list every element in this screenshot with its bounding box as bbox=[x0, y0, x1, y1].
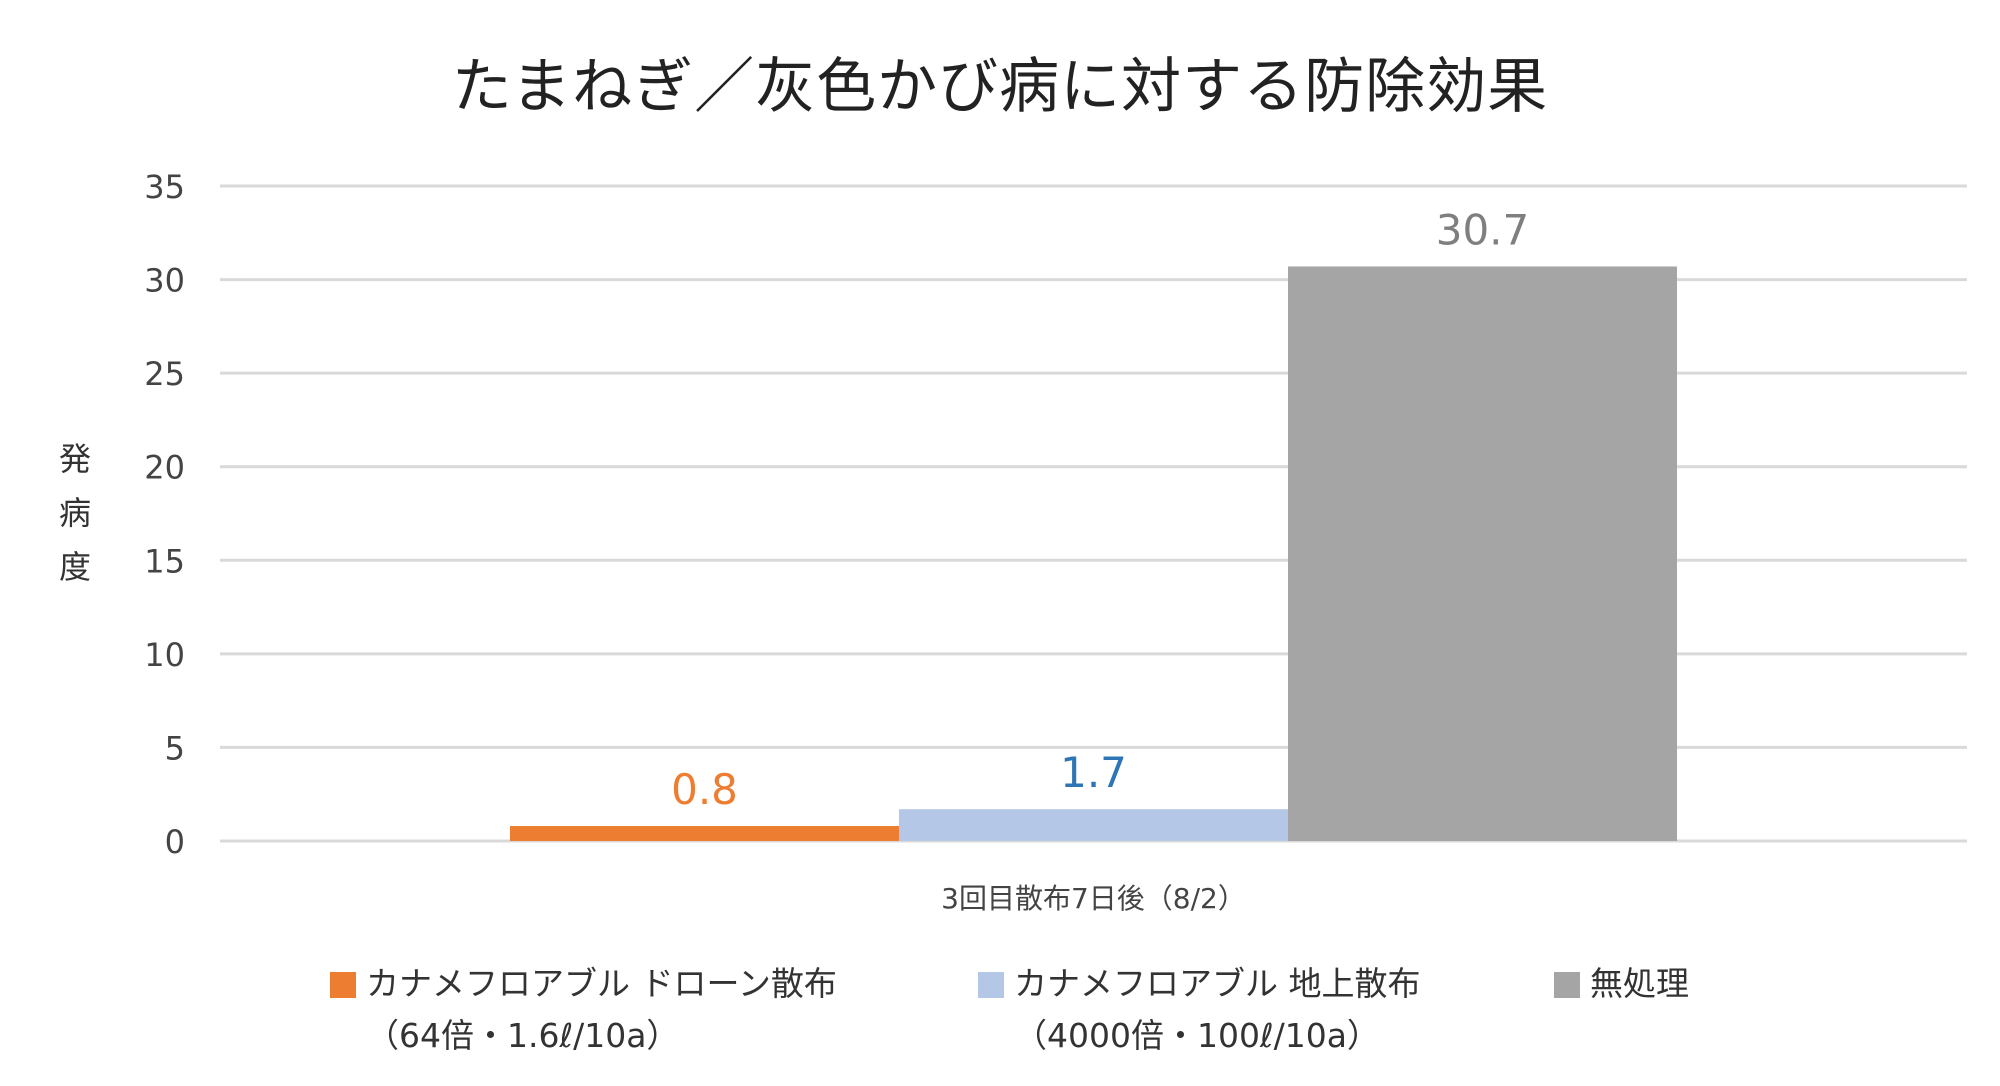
legend-swatch bbox=[330, 972, 356, 998]
chart-title: たまねぎ／灰色かび病に対する防除効果 bbox=[451, 52, 1549, 122]
y-tick-label: 25 bbox=[144, 355, 185, 393]
bar bbox=[510, 826, 899, 841]
legend-swatch bbox=[978, 972, 1004, 998]
y-tick-label: 20 bbox=[144, 449, 185, 487]
y-tick-label: 30 bbox=[144, 262, 185, 300]
data-label: 30.7 bbox=[1436, 205, 1530, 254]
y-tick-label: 0 bbox=[165, 823, 185, 861]
y-axis-label: 発病度 bbox=[58, 440, 91, 586]
bar bbox=[1288, 266, 1677, 841]
data-label: 1.7 bbox=[1060, 748, 1127, 797]
legend-label: 無処理 bbox=[1590, 964, 1689, 1003]
bar-chart: 0 5 10 15 20 25 30 35 0.8 1.7 30.7 3回目散布7日後（8/2） bbox=[144, 168, 1967, 915]
y-tick-label: 35 bbox=[144, 168, 185, 206]
legend-label-detail: （4000倍・100ℓ/10a） bbox=[1014, 1016, 1380, 1055]
legend-label-detail: （64倍・1.6ℓ/10a） bbox=[366, 1016, 680, 1055]
y-tick-label: 10 bbox=[144, 636, 185, 674]
legend-label: カナメフロアブル ドローン散布 bbox=[366, 964, 837, 1003]
y-tick-label: 5 bbox=[165, 729, 185, 767]
data-label: 0.8 bbox=[671, 765, 738, 814]
legend-swatch bbox=[1554, 972, 1580, 998]
bar bbox=[899, 809, 1288, 841]
legend-label: カナメフロアブル 地上散布 bbox=[1014, 964, 1421, 1003]
x-tick-label: 3回目散布7日後（8/2） bbox=[941, 882, 1246, 915]
legend: カナメフロアブル ドローン散布 （64倍・1.6ℓ/10a） カナメフロアブル 地上… bbox=[330, 958, 1990, 1068]
y-tick-label: 15 bbox=[144, 542, 185, 580]
